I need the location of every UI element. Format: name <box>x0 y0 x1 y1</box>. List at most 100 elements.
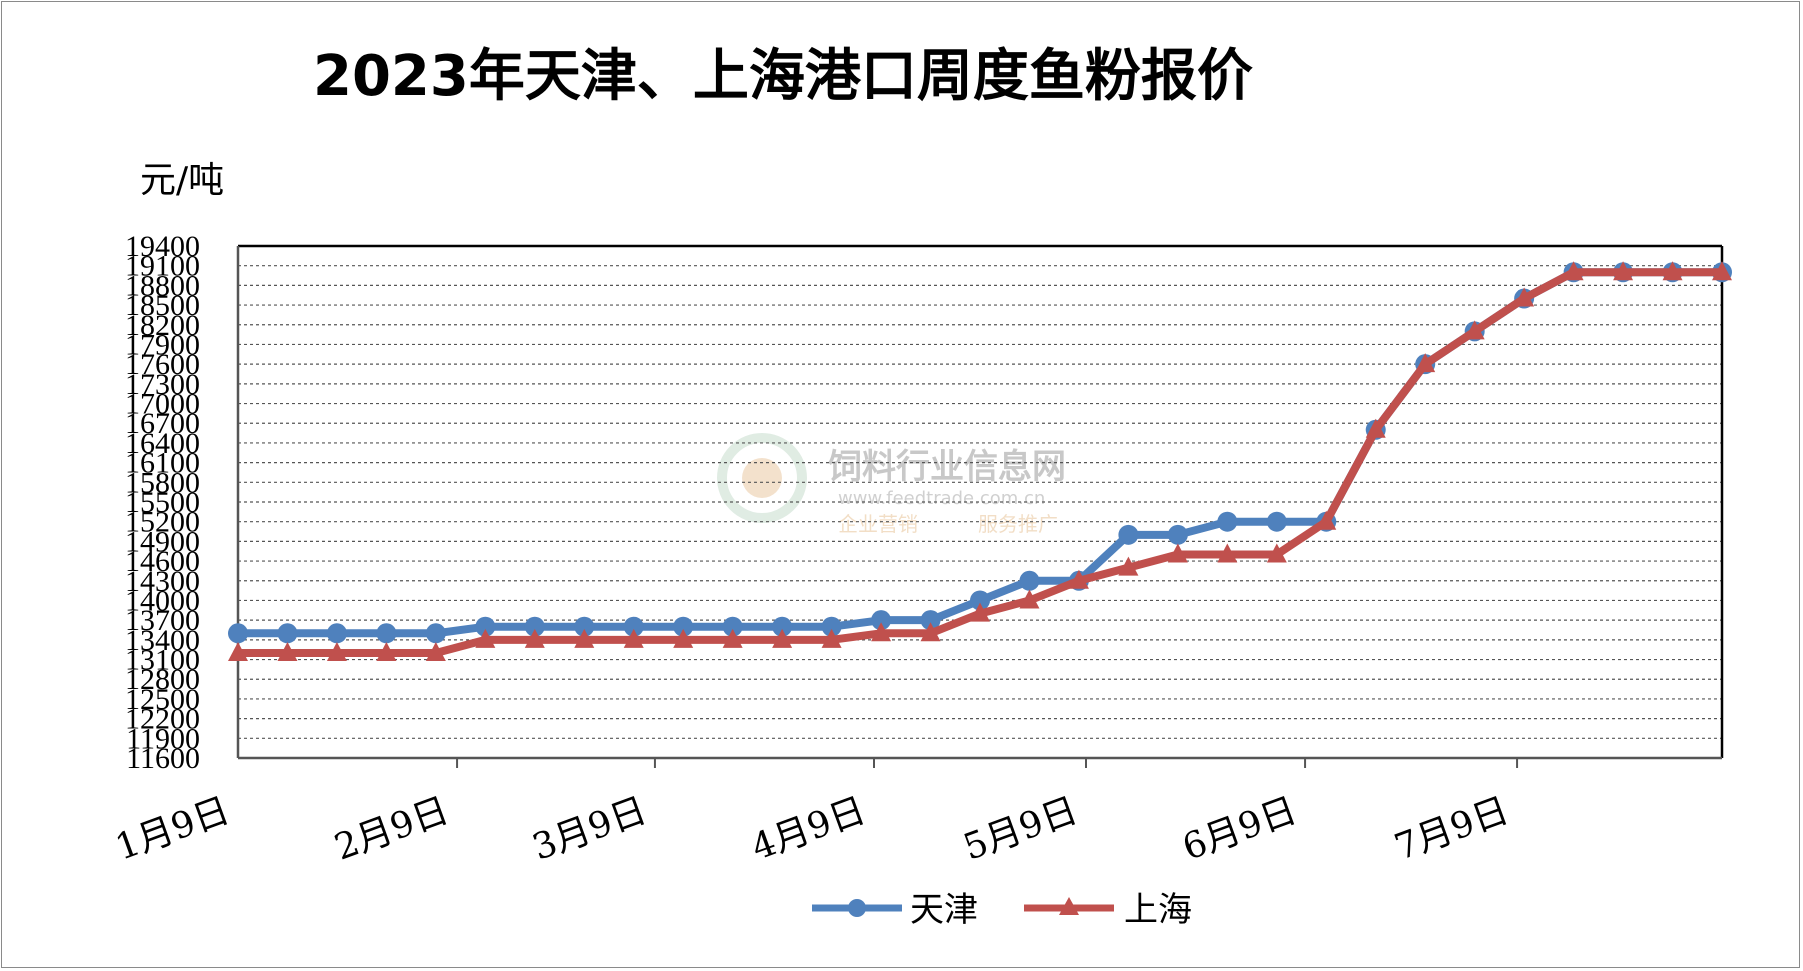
x-axis-ticks: 1月9日 2月9日 3月9日 4月9日 5月9日 6月9日 7月9日 <box>110 758 1519 869</box>
y-tick-label: 17300 <box>125 368 200 401</box>
data-point-shanghai <box>1712 261 1732 281</box>
data-point-tianjin <box>623 616 644 637</box>
data-point-tianjin <box>326 623 347 644</box>
x-tick-label: 4月9日 <box>746 790 871 869</box>
y-tick-label: 18200 <box>125 309 200 342</box>
data-point-shanghai <box>1613 261 1634 281</box>
grid-lines <box>238 265 1722 739</box>
data-point-shanghai <box>1167 543 1188 563</box>
y-tick-label: 13700 <box>125 604 200 637</box>
data-point-shanghai <box>376 641 397 661</box>
data-point-tianjin <box>425 623 446 644</box>
y-tick-label: 14300 <box>125 565 200 598</box>
y-tick-label: 14900 <box>125 525 200 558</box>
data-point-tianjin <box>376 623 397 644</box>
data-point-shanghai <box>1563 261 1584 281</box>
x-tick-label: 7月9日 <box>1389 790 1514 869</box>
y-tick-label: 16400 <box>125 427 200 460</box>
y-tick-label: 14600 <box>125 545 200 578</box>
data-point-shanghai <box>1415 353 1436 373</box>
y-axis-ticks: 1940019100188001850018200179001760017300… <box>125 230 200 775</box>
data-point-tianjin <box>1167 524 1188 545</box>
data-point-shanghai <box>970 602 990 622</box>
y-tick-label: 17900 <box>125 328 200 361</box>
y-tick-label: 12500 <box>125 683 200 716</box>
chart-title: 2023年天津、上海港口周度鱼粉报价 <box>313 44 1253 109</box>
data-point-shanghai <box>228 641 248 661</box>
data-point-shanghai <box>1662 261 1683 281</box>
y-tick-label: 12800 <box>125 663 200 696</box>
y-tick-label: 17600 <box>125 348 200 381</box>
data-point-tianjin <box>1266 511 1287 532</box>
y-tick-label: 13100 <box>125 644 200 677</box>
y-tick-label: 14000 <box>125 584 200 617</box>
x-tick-label: 6月9日 <box>1177 790 1302 869</box>
legend-label-shanghai: 上海 <box>1124 890 1192 930</box>
data-point-shanghai <box>920 622 941 642</box>
x-tick-label: 3月9日 <box>527 790 652 869</box>
data-point-shanghai <box>1217 543 1238 563</box>
data-point-shanghai <box>1365 418 1386 438</box>
y-tick-label: 12200 <box>125 703 200 736</box>
data-point-shanghai <box>1118 556 1139 576</box>
y-tick-label: 19400 <box>125 230 200 263</box>
data-point-tianjin <box>772 616 793 637</box>
x-tick-label: 2月9日 <box>329 790 454 869</box>
data-point-tianjin <box>821 616 842 637</box>
data-point-shanghai <box>475 628 496 648</box>
y-tick-label: 11600 <box>126 742 200 775</box>
data-point-tianjin <box>1118 524 1139 545</box>
data-point-shanghai <box>623 628 644 648</box>
data-point-tianjin <box>920 610 941 631</box>
data-point-shanghai <box>1266 543 1287 563</box>
data-point-shanghai <box>524 628 545 648</box>
data-point-shanghai <box>1068 569 1089 589</box>
watermark-tag-1: 企业营销 <box>838 512 918 536</box>
data-point-tianjin <box>524 616 545 637</box>
y-tick-label: 17000 <box>125 388 200 421</box>
y-tick-label: 16700 <box>125 407 200 440</box>
y-tick-label: 15200 <box>125 506 200 539</box>
y-tick-label: 18800 <box>125 269 200 302</box>
data-point-tianjin <box>871 610 892 631</box>
data-point-shanghai <box>326 641 347 661</box>
watermark: 饲料行业信息网 www.feedtrade.com.cn 企业营销 服务推广 <box>717 433 1066 536</box>
y-tick-label: 13400 <box>125 624 200 657</box>
y-axis-unit-label: 元/吨 <box>140 160 224 201</box>
data-point-shanghai <box>772 628 793 648</box>
watermark-url: www.feedtrade.com.cn <box>838 488 1045 509</box>
data-point-tianjin <box>475 616 496 637</box>
legend-label-tianjin: 天津 <box>910 890 978 930</box>
axes <box>236 244 1724 760</box>
x-tick-label: 5月9日 <box>958 790 1083 869</box>
data-point-shanghai <box>574 628 595 648</box>
y-tick-label: 15800 <box>125 466 200 499</box>
watermark-logo-core <box>742 458 782 498</box>
data-point-shanghai <box>277 641 298 661</box>
series-layer <box>228 261 1732 661</box>
data-point-shanghai <box>1019 589 1040 609</box>
data-point-shanghai <box>1464 320 1485 340</box>
legend-marker-triangle <box>1059 897 1079 915</box>
data-point-tianjin <box>722 616 743 637</box>
watermark-name: 饲料行业信息网 <box>828 447 1066 487</box>
watermark-tag-2: 服务推广 <box>978 512 1058 536</box>
data-point-shanghai <box>673 628 694 648</box>
data-point-shanghai <box>1316 510 1337 530</box>
data-point-tianjin <box>574 616 595 637</box>
data-point-tianjin <box>228 623 248 644</box>
x-tick-label: 1月9日 <box>110 790 235 869</box>
data-point-tianjin <box>970 590 990 611</box>
legend-marker-circle <box>848 899 866 917</box>
data-point-shanghai <box>821 628 842 648</box>
data-point-tianjin <box>1217 511 1238 532</box>
y-tick-label: 18500 <box>125 289 200 322</box>
data-point-tianjin <box>1019 570 1040 591</box>
data-point-shanghai <box>722 628 743 648</box>
data-point-shanghai <box>425 641 446 661</box>
watermark-logo-icon <box>717 433 807 523</box>
y-tick-label: 15500 <box>125 486 200 519</box>
data-point-shanghai <box>871 622 892 642</box>
